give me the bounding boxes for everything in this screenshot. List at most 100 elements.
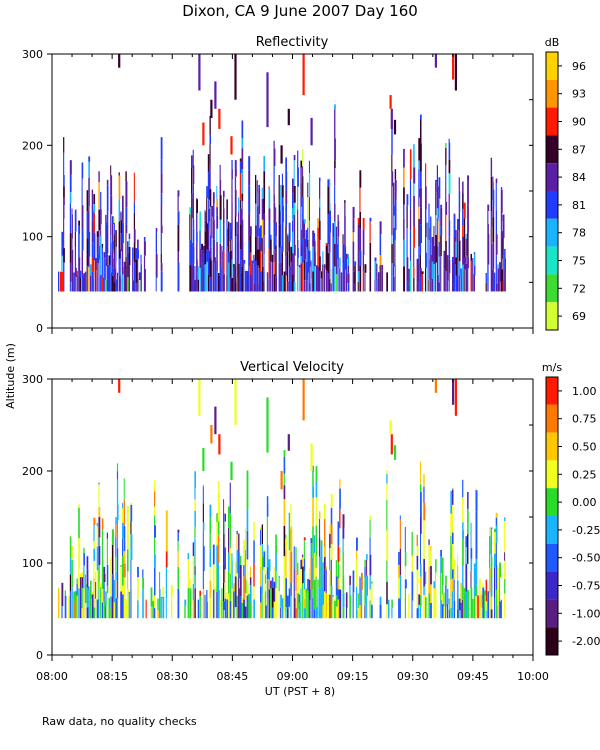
reflectivity-data-cell — [452, 262, 454, 292]
reflectivity-data-cell — [332, 237, 334, 266]
velocity-data-cell — [357, 608, 360, 619]
reflectivity-data-cell — [487, 264, 489, 292]
reflectivity-data-cell — [457, 229, 459, 261]
reflectivity-data-cell — [275, 222, 277, 237]
velocity-data-cell — [495, 517, 498, 526]
reflectivity-data-cell — [118, 199, 121, 222]
velocity-data-cell — [165, 598, 167, 619]
velocity-data-cell — [313, 609, 316, 619]
reflectivity-data-cell — [302, 149, 304, 167]
velocity-data-cell — [342, 552, 344, 576]
velocity-data-cell — [96, 546, 99, 571]
reflectivity-data-cell — [160, 263, 163, 272]
reflectivity-data-cell — [189, 264, 192, 292]
reflectivity-data-cell — [206, 223, 209, 250]
reflectivity-data-cell — [133, 242, 136, 262]
reflectivity-colorbar-swatch — [546, 79, 558, 108]
velocity-data-cell — [106, 564, 109, 586]
reflectivity-data-cell — [458, 261, 461, 276]
velocity-data-cell — [288, 606, 290, 619]
reflectivity-data-cell — [122, 222, 124, 244]
reflectivity-data-cell — [329, 210, 331, 233]
reflectivity-data-cell — [93, 232, 96, 261]
velocity-data-cell — [389, 420, 392, 435]
reflectivity-data-cell — [500, 213, 503, 222]
reflectivity-data-cell — [430, 243, 432, 255]
velocity-data-cell — [411, 555, 413, 572]
velocity-data-cell — [499, 577, 501, 602]
velocity-data-cell — [189, 588, 192, 619]
velocity-data-cell — [209, 533, 211, 550]
reflectivity-data-cell — [115, 279, 117, 292]
velocity-data-cell — [425, 597, 427, 619]
reflectivity-data-cell — [98, 182, 100, 210]
velocity-colorbar-swatch — [546, 599, 558, 628]
velocity-data-cell — [305, 588, 307, 594]
reflectivity-data-cell — [155, 277, 157, 292]
velocity-data-cell — [118, 379, 121, 393]
reflectivity-data-cell — [334, 266, 336, 292]
velocity-data-cell — [489, 554, 491, 568]
velocity-data-cell — [386, 560, 388, 582]
reflectivity-data-cell — [293, 255, 295, 282]
velocity-data-cell — [103, 573, 106, 582]
reflectivity-data-cell — [344, 246, 347, 270]
reflectivity-data-cell — [204, 210, 206, 213]
reflectivity-data-cell — [226, 276, 228, 292]
velocity-data-cell — [226, 599, 229, 619]
velocity-data-cell — [450, 545, 452, 560]
x-tick-label: 09:15 — [337, 670, 369, 683]
velocity-data-cell — [324, 518, 326, 547]
reflectivity-data-cell — [467, 257, 469, 269]
reflectivity-data-cell — [249, 226, 252, 236]
velocity-data-cell — [303, 537, 306, 541]
reflectivity-data-cell — [406, 194, 409, 206]
reflectivity-data-cell — [160, 225, 163, 234]
velocity-data-cell — [110, 557, 112, 576]
velocity-data-cell — [246, 470, 249, 486]
velocity-data-cell — [342, 527, 345, 539]
velocity-data-cell — [322, 562, 324, 575]
velocity-data-cell — [310, 443, 313, 471]
velocity-data-cell — [78, 588, 80, 619]
velocity-data-cell — [90, 598, 92, 619]
reflectivity-data-cell — [344, 215, 346, 247]
velocity-data-cell — [58, 588, 60, 619]
reflectivity-data-cell — [118, 258, 120, 276]
velocity-colorbar-swatch — [546, 571, 558, 600]
velocity-data-cell — [96, 526, 99, 547]
velocity-data-cell — [453, 558, 456, 580]
velocity-data-cell — [223, 582, 225, 602]
velocity-colorbar-label: 0.00 — [572, 496, 597, 509]
reflectivity-data-cell — [106, 224, 109, 254]
reflectivity-data-cell — [445, 143, 447, 148]
reflectivity-data-cell — [335, 226, 338, 245]
reflectivity-data-cell — [433, 226, 435, 246]
reflectivity-data-cell — [221, 251, 223, 261]
reflectivity-data-cell — [78, 225, 80, 235]
reflectivity-data-cell — [231, 179, 233, 203]
velocity-data-cell — [192, 541, 195, 543]
reflectivity-data-cell — [214, 261, 217, 292]
velocity-data-cell — [418, 594, 421, 605]
reflectivity-data-cell — [137, 250, 139, 259]
reflectivity-data-cell — [446, 280, 449, 292]
reflectivity-data-cell — [352, 206, 355, 219]
velocity-data-cell — [497, 595, 499, 606]
reflectivity-data-cell — [440, 235, 442, 257]
reflectivity-data-cell — [239, 199, 241, 209]
reflectivity-data-cell — [214, 257, 216, 261]
reflectivity-data-cell — [133, 212, 135, 230]
velocity-data-cell — [91, 591, 94, 595]
reflectivity-data-cell — [467, 268, 469, 292]
reflectivity-data-cell — [393, 182, 395, 206]
reflectivity-data-cell — [313, 233, 316, 241]
reflectivity-data-cell — [113, 268, 116, 282]
reflectivity-data-cell — [270, 239, 272, 262]
reflectivity-data-cell — [300, 182, 302, 207]
reflectivity-data-cell — [288, 222, 291, 242]
reflectivity-data-cell — [91, 242, 94, 257]
reflectivity-data-cell — [310, 261, 312, 279]
velocity-data-cell — [423, 559, 425, 587]
velocity-data-cell — [288, 529, 291, 551]
